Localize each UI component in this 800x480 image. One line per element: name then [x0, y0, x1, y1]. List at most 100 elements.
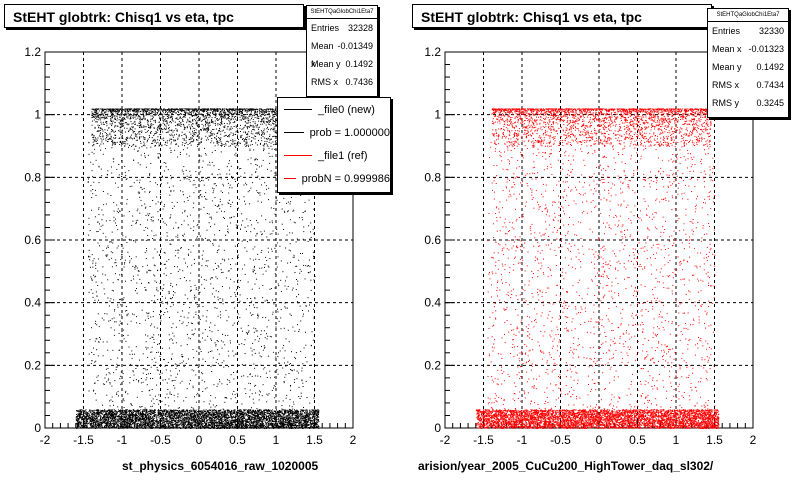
scatter-point	[221, 412, 223, 414]
scatter-point	[109, 410, 111, 411]
scatter-point	[315, 413, 317, 415]
scatter-point	[231, 413, 233, 415]
scatter-point	[149, 422, 151, 423]
scatter-point	[279, 414, 281, 416]
scatter-point	[127, 411, 129, 412]
scatter-point	[264, 409, 266, 411]
scatter-point	[121, 423, 123, 425]
scatter-point	[134, 410, 136, 412]
scatter-point	[164, 414, 166, 416]
scatter-point	[256, 416, 258, 418]
scatter-point	[275, 410, 277, 412]
scatter-point	[124, 424, 126, 426]
scatter-point	[172, 423, 174, 425]
scatter-point	[134, 426, 136, 428]
scatter-point	[109, 412, 111, 414]
scatter-point	[173, 409, 175, 411]
scatter-point	[162, 419, 163, 421]
scatter-point	[255, 420, 257, 422]
scatter-point	[279, 426, 281, 428]
scatter-point	[152, 424, 154, 426]
scatter-point	[262, 420, 264, 422]
scatter-point	[253, 426, 255, 428]
scatter-point	[190, 416, 192, 418]
scatter-point	[301, 419, 303, 421]
scatter-point	[159, 419, 161, 421]
scatter-point	[78, 409, 80, 411]
scatter-point	[148, 419, 150, 421]
scatter-point	[92, 418, 94, 420]
scatter-point	[160, 425, 162, 427]
scatter-point	[152, 421, 154, 423]
scatter-point	[241, 413, 243, 415]
scatter-point	[267, 425, 269, 427]
scatter-point	[200, 421, 201, 423]
scatter-point	[84, 418, 86, 420]
scatter-point	[270, 424, 272, 426]
scatter-point	[288, 412, 290, 414]
scatter-point	[305, 423, 307, 425]
scatter-point	[227, 415, 229, 416]
scatter-point	[192, 425, 194, 427]
scatter-point	[233, 421, 235, 422]
scatter-point	[300, 414, 302, 416]
scatter-point	[77, 414, 79, 415]
scatter-point	[142, 421, 144, 423]
scatter-point	[262, 417, 264, 419]
scatter-point	[245, 419, 247, 421]
scatter-point	[96, 424, 98, 426]
scatter-point	[262, 415, 264, 417]
scatter-point	[204, 411, 206, 412]
scatter-point	[217, 415, 219, 417]
scatter-point	[137, 411, 139, 412]
scatter-point	[285, 421, 287, 423]
scatter-point	[185, 426, 187, 428]
scatter-point	[310, 426, 312, 428]
scatter-point	[153, 423, 155, 425]
scatter-point	[262, 411, 264, 413]
scatter-point	[126, 424, 128, 426]
scatter-point	[245, 419, 247, 421]
scatter-point	[218, 416, 220, 418]
scatter-point	[134, 411, 136, 413]
scatter-point	[126, 409, 128, 411]
scatter-point	[214, 416, 216, 418]
scatter-point	[315, 421, 317, 423]
scatter-point	[259, 418, 261, 420]
scatter-point	[210, 426, 212, 427]
scatter-point	[261, 417, 262, 419]
scatter-point	[93, 422, 95, 424]
scatter-point	[91, 412, 93, 414]
scatter-point	[130, 419, 132, 421]
scatter-point	[200, 413, 202, 415]
scatter-point	[146, 424, 148, 426]
scatter-point	[150, 413, 152, 415]
scatter-point	[201, 412, 203, 414]
scatter-point	[191, 415, 193, 417]
scatter-point	[315, 427, 317, 429]
scatter-point	[269, 412, 271, 414]
scatter-point	[202, 422, 204, 424]
scatter-point	[257, 422, 259, 424]
scatter-point	[226, 413, 228, 415]
scatter-point	[314, 417, 316, 419]
scatter-point	[90, 415, 92, 417]
scatter-point	[292, 422, 294, 424]
scatter-point	[113, 423, 115, 425]
scatter-point	[242, 425, 244, 427]
scatter-point	[254, 411, 256, 413]
scatter-point	[304, 426, 306, 428]
scatter-point	[89, 417, 91, 419]
scatter-point	[99, 419, 101, 421]
scatter-point	[181, 412, 183, 414]
scatter-point	[280, 422, 282, 424]
scatter-point	[279, 412, 281, 414]
scatter-point	[161, 414, 163, 416]
scatter-point	[94, 417, 95, 419]
scatter-point	[164, 424, 166, 426]
scatter-point	[251, 416, 253, 418]
scatter-point	[232, 410, 234, 412]
scatter-point	[301, 424, 303, 426]
scatter-point	[137, 418, 139, 420]
scatter-point	[260, 418, 261, 420]
